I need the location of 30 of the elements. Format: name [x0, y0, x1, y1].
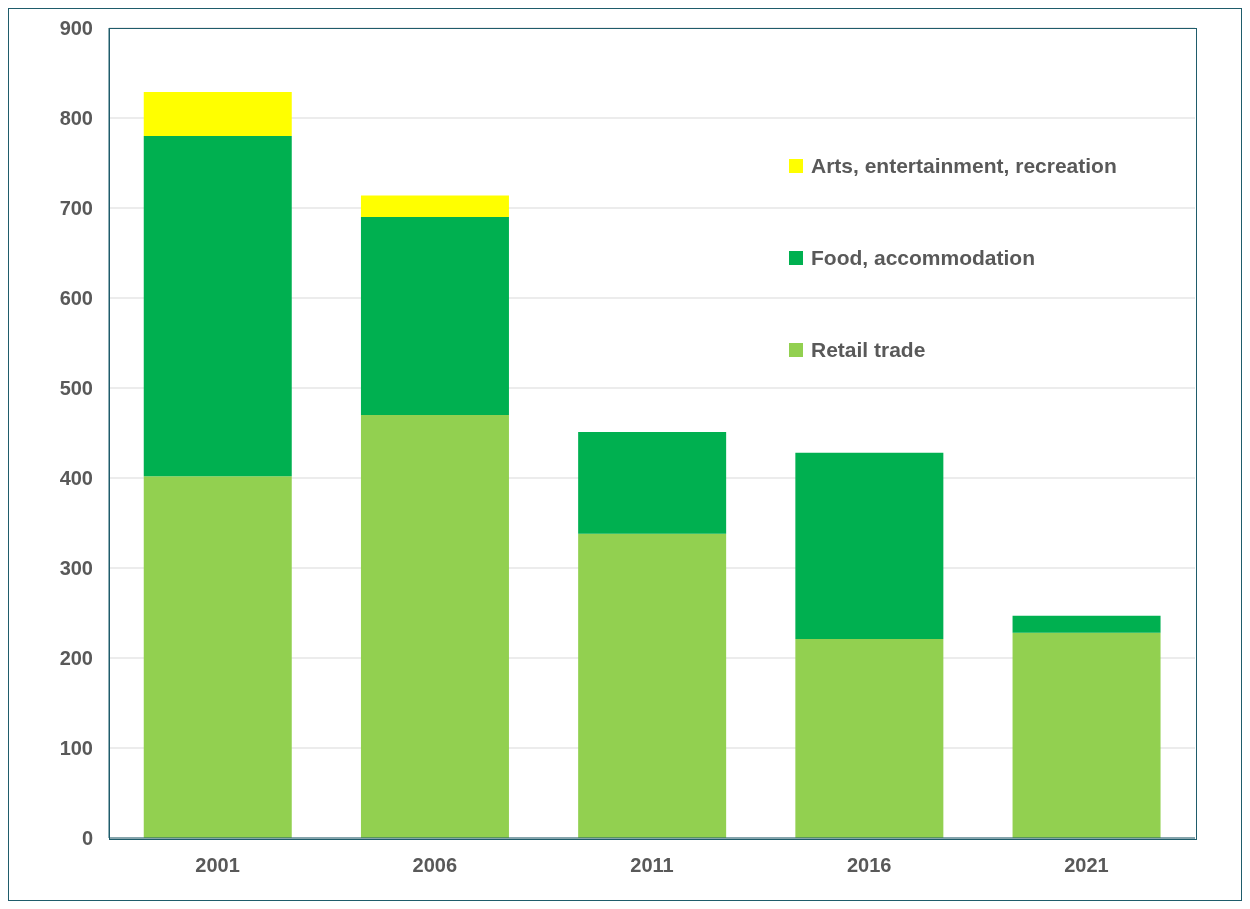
y-tick-label: 300 — [59, 557, 93, 580]
bar — [360, 195, 509, 217]
bar — [578, 533, 727, 838]
x-tick-label: 2006 — [412, 854, 458, 877]
bar — [360, 217, 509, 415]
x-tick-label: 2001 — [195, 854, 240, 877]
x-tick-label: 2016 — [846, 854, 892, 877]
legend-label: Arts, entertainment, recreation — [811, 154, 1117, 178]
bar — [578, 432, 727, 534]
bar — [143, 476, 292, 838]
y-tick-label: 600 — [59, 287, 93, 310]
legend-label: Retail trade — [811, 338, 926, 362]
bar — [795, 452, 944, 640]
x-tick-label: 2021 — [1064, 854, 1109, 877]
y-tick-label: 800 — [59, 107, 93, 130]
bar — [143, 91, 292, 136]
y-tick-label: 500 — [59, 377, 93, 400]
y-tick-label: 400 — [59, 467, 93, 490]
bar — [795, 639, 944, 838]
bar — [1012, 632, 1161, 838]
legend-label: Food, accommodation — [811, 246, 1036, 270]
x-tick-label: 2011 — [630, 854, 674, 877]
y-tick-label: 700 — [59, 197, 93, 220]
y-tick-label: 200 — [59, 647, 93, 670]
y-tick-label: 900 — [59, 17, 93, 40]
y-tick-label: 0 — [81, 827, 93, 850]
bar — [143, 136, 292, 477]
bar — [1012, 615, 1161, 633]
bar — [360, 415, 509, 838]
y-tick-label: 100 — [59, 737, 93, 760]
